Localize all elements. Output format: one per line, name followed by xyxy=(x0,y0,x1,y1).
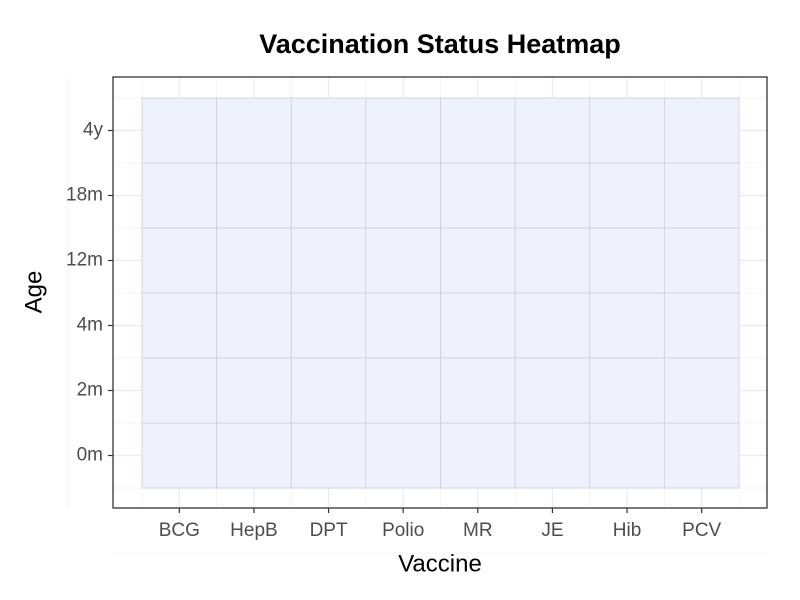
heatmap-cell xyxy=(663,357,740,424)
heatmap-cell xyxy=(141,227,218,294)
x-tick-label: Hib xyxy=(613,520,642,541)
heatmap-cell xyxy=(514,422,591,489)
heatmap-cell xyxy=(514,227,591,294)
heatmap-cell xyxy=(589,162,665,229)
y-tick-label: 2m xyxy=(77,380,103,401)
y-tick-label: 18m xyxy=(66,185,103,206)
y-tick-label: 4m xyxy=(77,315,103,336)
heatmap-cell xyxy=(290,292,367,359)
x-tick-label: JE xyxy=(541,520,563,541)
heatmap-cell xyxy=(589,357,665,424)
heatmap-cell xyxy=(663,227,740,294)
heatmap-cell xyxy=(589,97,665,164)
y-tick-label: 4y xyxy=(83,120,104,141)
heatmap-cell xyxy=(216,162,292,229)
heatmap-cell xyxy=(440,292,516,359)
heatmap-cell xyxy=(216,292,292,359)
heatmap-cell xyxy=(514,162,591,229)
heatmap-cell xyxy=(290,357,367,424)
heatmap-cell xyxy=(514,292,591,359)
x-tick-label: BCG xyxy=(159,520,200,541)
heatmap-cell xyxy=(290,227,367,294)
heatmap-cell xyxy=(141,162,218,229)
heatmap-cell xyxy=(290,422,367,489)
x-tick-label: Polio xyxy=(382,520,424,541)
heatmap-cell xyxy=(290,97,367,164)
heatmap-cell xyxy=(663,162,740,229)
panel-border xyxy=(112,76,768,509)
heatmap-cell xyxy=(216,357,292,424)
y-tick-label: 12m xyxy=(66,250,103,271)
x-axis-title: Vaccine xyxy=(398,550,482,577)
x-tick-label: MR xyxy=(463,520,493,541)
heatmap-cell xyxy=(440,357,516,424)
heatmap-cell xyxy=(365,292,441,359)
heatmap-cell xyxy=(440,227,516,294)
heatmap-cell xyxy=(365,162,441,229)
heatmap-cell xyxy=(216,422,292,489)
heatmap-cell xyxy=(141,422,218,489)
heatmap-cell xyxy=(514,97,591,164)
heatmap-cell xyxy=(365,97,441,164)
heatmap-cell xyxy=(141,97,218,164)
heatmap-cell xyxy=(365,357,441,424)
heatmap-cell xyxy=(589,292,665,359)
heatmap-cell xyxy=(663,422,740,489)
heatmap-cell xyxy=(440,162,516,229)
heatmap-cell xyxy=(663,292,740,359)
heatmap-cell xyxy=(141,292,218,359)
heatmap-cell xyxy=(514,357,591,424)
heatmap-cell xyxy=(440,97,516,164)
x-tick-label: HepB xyxy=(230,520,278,541)
heatmap-cell xyxy=(216,97,292,164)
heatmap-cell xyxy=(440,422,516,489)
heatmap-cell xyxy=(663,97,740,164)
heatmap-cell xyxy=(365,422,441,489)
heatmap-cell xyxy=(589,227,665,294)
heatmap-cell xyxy=(141,357,218,424)
y-tick-label: 0m xyxy=(77,445,103,466)
x-tick-label: DPT xyxy=(310,520,348,541)
y-axis-title: Age xyxy=(20,271,47,314)
heatmap-cell xyxy=(216,227,292,294)
heatmap-cell xyxy=(290,162,367,229)
x-tick-label: PCV xyxy=(682,520,721,541)
chart-title: Vaccination Status Heatmap xyxy=(259,29,621,59)
heatmap-cell xyxy=(365,227,441,294)
heatmap-cell xyxy=(589,422,665,489)
